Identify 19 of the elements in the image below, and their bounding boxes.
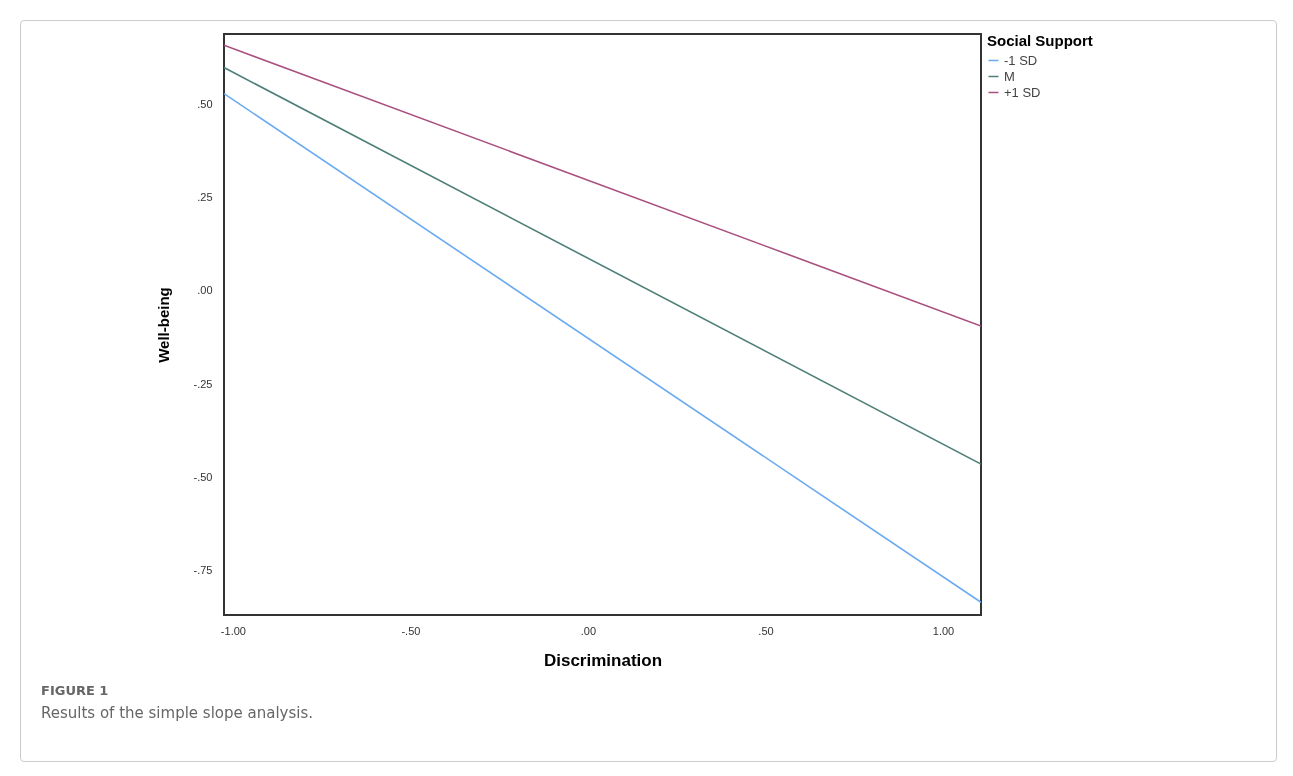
y-axis-title: Well-being (154, 287, 172, 363)
y-tick-label: -.50 (193, 470, 213, 483)
y-tick-label: .50 (197, 98, 213, 111)
x-tick-label: -1.00 (220, 624, 246, 637)
x-tick-label: -.50 (401, 624, 421, 637)
text: Results of the simple slope analysis. (41, 704, 313, 722)
x-tick-label: .00 (580, 624, 597, 637)
y-tick-label: -.25 (193, 377, 213, 390)
caption: FIGURE 1 (41, 683, 110, 698)
y-tick-label: -.75 (193, 563, 213, 576)
legend-label: -1 SD (1004, 52, 1038, 68)
x-tick-label: .50 (758, 624, 774, 637)
y-tick-label: .25 (197, 191, 213, 204)
legend-label: M (1004, 68, 1015, 84)
x-tick-label: 1.00 (932, 624, 955, 637)
legend-label: +1 SD (1004, 84, 1041, 100)
legend-title: Social Support (987, 32, 1093, 49)
x-axis-title: Discrimination (543, 650, 663, 670)
y-tick-label: .00 (197, 284, 213, 297)
